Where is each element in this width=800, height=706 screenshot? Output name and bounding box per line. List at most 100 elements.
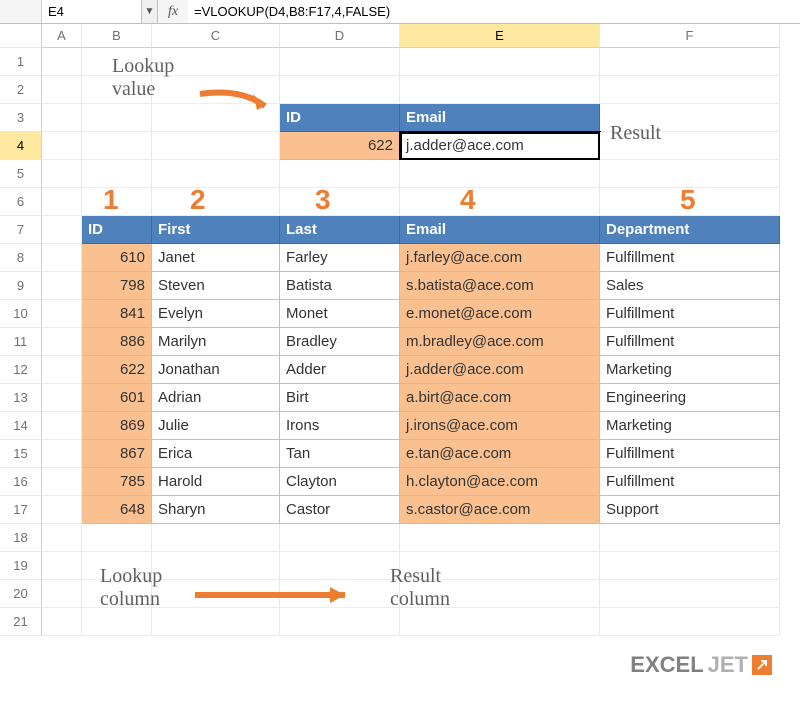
- cell-E16[interactable]: h.clayton@ace.com: [400, 468, 600, 496]
- select-all-corner[interactable]: [0, 24, 42, 48]
- cell-F14[interactable]: Marketing: [600, 412, 780, 440]
- cell-F8[interactable]: Fulfillment: [600, 244, 780, 272]
- cell-C6[interactable]: [152, 188, 280, 216]
- cell-B5[interactable]: [82, 160, 152, 188]
- row-header-6[interactable]: 6: [0, 188, 42, 216]
- cell-E14[interactable]: j.irons@ace.com: [400, 412, 600, 440]
- cell-E20[interactable]: [400, 580, 600, 608]
- cell-D1[interactable]: [280, 48, 400, 76]
- cell-F17[interactable]: Support: [600, 496, 780, 524]
- row-header-4[interactable]: 4: [0, 132, 42, 160]
- cell-E15[interactable]: e.tan@ace.com: [400, 440, 600, 468]
- cell-B13[interactable]: 601: [82, 384, 152, 412]
- cell-D20[interactable]: [280, 580, 400, 608]
- name-box-dropdown-icon[interactable]: ▼: [142, 0, 158, 23]
- cell-D7[interactable]: Last: [280, 216, 400, 244]
- row-header-3[interactable]: 3: [0, 104, 42, 132]
- cell-B16[interactable]: 785: [82, 468, 152, 496]
- row-header-11[interactable]: 11: [0, 328, 42, 356]
- cell-F19[interactable]: [600, 552, 780, 580]
- cell-F6[interactable]: [600, 188, 780, 216]
- cell-E5[interactable]: [400, 160, 600, 188]
- cell-A2[interactable]: [42, 76, 82, 104]
- cell-B14[interactable]: 869: [82, 412, 152, 440]
- cell-C13[interactable]: Adrian: [152, 384, 280, 412]
- cell-F9[interactable]: Sales: [600, 272, 780, 300]
- row-header-5[interactable]: 5: [0, 160, 42, 188]
- cell-D21[interactable]: [280, 608, 400, 636]
- row-header-10[interactable]: 10: [0, 300, 42, 328]
- cell-B21[interactable]: [82, 608, 152, 636]
- cell-F10[interactable]: Fulfillment: [600, 300, 780, 328]
- cell-B9[interactable]: 798: [82, 272, 152, 300]
- column-header-D[interactable]: D: [280, 24, 400, 48]
- cell-C19[interactable]: [152, 552, 280, 580]
- cell-C1[interactable]: [152, 48, 280, 76]
- row-header-1[interactable]: 1: [0, 48, 42, 76]
- cell-B20[interactable]: [82, 580, 152, 608]
- cell-E3[interactable]: Email: [400, 104, 600, 132]
- cell-D13[interactable]: Birt: [280, 384, 400, 412]
- cell-C3[interactable]: [152, 104, 280, 132]
- cell-D16[interactable]: Clayton: [280, 468, 400, 496]
- cell-A18[interactable]: [42, 524, 82, 552]
- cell-F20[interactable]: [600, 580, 780, 608]
- row-header-16[interactable]: 16: [0, 468, 42, 496]
- cell-A15[interactable]: [42, 440, 82, 468]
- cell-C20[interactable]: [152, 580, 280, 608]
- cell-E8[interactable]: j.farley@ace.com: [400, 244, 600, 272]
- cell-A19[interactable]: [42, 552, 82, 580]
- cell-C2[interactable]: [152, 76, 280, 104]
- row-header-13[interactable]: 13: [0, 384, 42, 412]
- cell-E2[interactable]: [400, 76, 600, 104]
- cell-E4[interactable]: j.adder@ace.com: [400, 132, 600, 160]
- cell-B4[interactable]: [82, 132, 152, 160]
- cell-E7[interactable]: Email: [400, 216, 600, 244]
- cell-A6[interactable]: [42, 188, 82, 216]
- cell-A21[interactable]: [42, 608, 82, 636]
- cell-A14[interactable]: [42, 412, 82, 440]
- formula-input[interactable]: =VLOOKUP(D4,B8:F17,4,FALSE): [188, 0, 800, 23]
- cell-F7[interactable]: Department: [600, 216, 780, 244]
- row-header-8[interactable]: 8: [0, 244, 42, 272]
- cell-D2[interactable]: [280, 76, 400, 104]
- cell-B17[interactable]: 648: [82, 496, 152, 524]
- cell-F16[interactable]: Fulfillment: [600, 468, 780, 496]
- cell-E6[interactable]: [400, 188, 600, 216]
- row-header-7[interactable]: 7: [0, 216, 42, 244]
- cell-C15[interactable]: Erica: [152, 440, 280, 468]
- cell-A3[interactable]: [42, 104, 82, 132]
- cell-E21[interactable]: [400, 608, 600, 636]
- cell-A9[interactable]: [42, 272, 82, 300]
- row-header-2[interactable]: 2: [0, 76, 42, 104]
- cell-B10[interactable]: 841: [82, 300, 152, 328]
- cell-E19[interactable]: [400, 552, 600, 580]
- cell-C10[interactable]: Evelyn: [152, 300, 280, 328]
- cell-C16[interactable]: Harold: [152, 468, 280, 496]
- cell-D14[interactable]: Irons: [280, 412, 400, 440]
- row-header-14[interactable]: 14: [0, 412, 42, 440]
- cell-B12[interactable]: 622: [82, 356, 152, 384]
- column-header-E[interactable]: E: [400, 24, 600, 48]
- row-header-20[interactable]: 20: [0, 580, 42, 608]
- row-header-9[interactable]: 9: [0, 272, 42, 300]
- cell-F21[interactable]: [600, 608, 780, 636]
- cell-D17[interactable]: Castor: [280, 496, 400, 524]
- cell-D12[interactable]: Adder: [280, 356, 400, 384]
- cell-B19[interactable]: [82, 552, 152, 580]
- cell-F2[interactable]: [600, 76, 780, 104]
- column-header-A[interactable]: A: [42, 24, 82, 48]
- cell-A17[interactable]: [42, 496, 82, 524]
- cell-D10[interactable]: Monet: [280, 300, 400, 328]
- cell-B6[interactable]: [82, 188, 152, 216]
- cell-C11[interactable]: Marilyn: [152, 328, 280, 356]
- cell-D6[interactable]: [280, 188, 400, 216]
- column-header-F[interactable]: F: [600, 24, 780, 48]
- cell-B15[interactable]: 867: [82, 440, 152, 468]
- cell-B1[interactable]: [82, 48, 152, 76]
- name-box[interactable]: E4: [42, 0, 142, 23]
- cell-E13[interactable]: a.birt@ace.com: [400, 384, 600, 412]
- cell-C8[interactable]: Janet: [152, 244, 280, 272]
- cell-A5[interactable]: [42, 160, 82, 188]
- cell-F1[interactable]: [600, 48, 780, 76]
